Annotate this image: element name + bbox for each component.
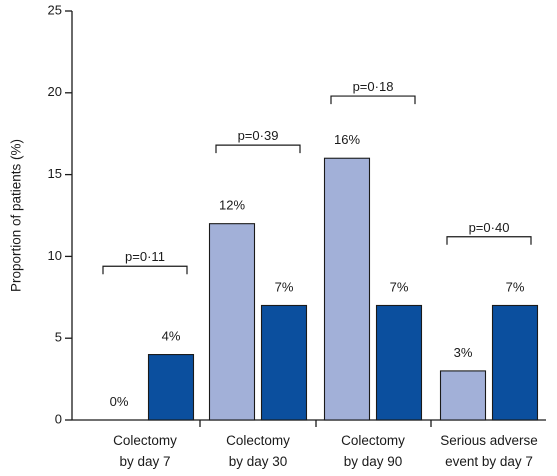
bar-series2-cat2 (260, 304, 308, 421)
data-label-series1-cat4: 3% (454, 345, 473, 360)
data-label-series1-cat1: 0% (110, 394, 129, 409)
y-tick-label-10: 10 (48, 248, 62, 263)
significance-brackets: p=0·11 p=0·39 p=0·18 p=0·40 (102, 79, 532, 275)
y-tick-label-0: 0 (55, 411, 62, 426)
category-label-1-line-1: Colectomy (113, 433, 177, 448)
bar-series1-cat4 (439, 370, 487, 421)
category-label-2-line-2: by day 30 (229, 454, 288, 469)
bracket-cat4 (446, 236, 532, 245)
bars (147, 157, 539, 421)
category-label-3-line-1: Colectomy (341, 433, 405, 448)
bar-series2-cat4 (491, 304, 539, 421)
bar-series2-cat1 (147, 354, 195, 421)
data-label-series2-cat1: 4% (162, 329, 181, 344)
category-labels: Colectomy by day 7 Colectomy by day 30 Colec… (113, 433, 538, 469)
y-axis-title-group: Proportion of patients (%) (9, 139, 24, 292)
bracket-cat3 (330, 95, 416, 105)
category-label-1-line-2: by day 7 (119, 454, 170, 469)
p-value-cat1: p=0·11 (125, 249, 165, 264)
data-label-series1-cat3: 16% (334, 132, 360, 147)
data-label-series2-cat2: 7% (275, 279, 294, 294)
category-label-4-line-1: Serious adverse (440, 433, 538, 448)
bar-series1-cat3 (323, 157, 371, 421)
data-labels: 0% 12% 16% 3% 4% 7% 7% 7% (110, 132, 525, 409)
p-value-cat3: p=0·18 (353, 79, 394, 94)
y-axis-title: Proportion of patients (%) (9, 139, 24, 292)
bar-series1-cat2 (208, 223, 256, 421)
p-value-cat4: p=0·40 (469, 220, 510, 235)
category-label-3-line-2: by day 90 (344, 454, 403, 469)
y-tick-label-15: 15 (48, 166, 62, 181)
y-tick-label-20: 20 (48, 84, 62, 99)
category-label-4-line-2: event by day 7 (445, 454, 533, 469)
data-label-series2-cat4: 7% (506, 279, 525, 294)
y-tick-label-25: 25 (48, 2, 62, 17)
bracket-cat2 (215, 144, 301, 154)
data-label-series1-cat2: 12% (219, 198, 245, 213)
bracket-cat1 (102, 265, 188, 275)
bar-series2-cat3 (375, 304, 423, 421)
data-label-series2-cat3: 7% (390, 279, 409, 294)
category-label-2-line-1: Colectomy (226, 433, 290, 448)
p-value-cat2: p=0·39 (238, 128, 279, 143)
y-tick-label-5: 5 (55, 330, 62, 345)
